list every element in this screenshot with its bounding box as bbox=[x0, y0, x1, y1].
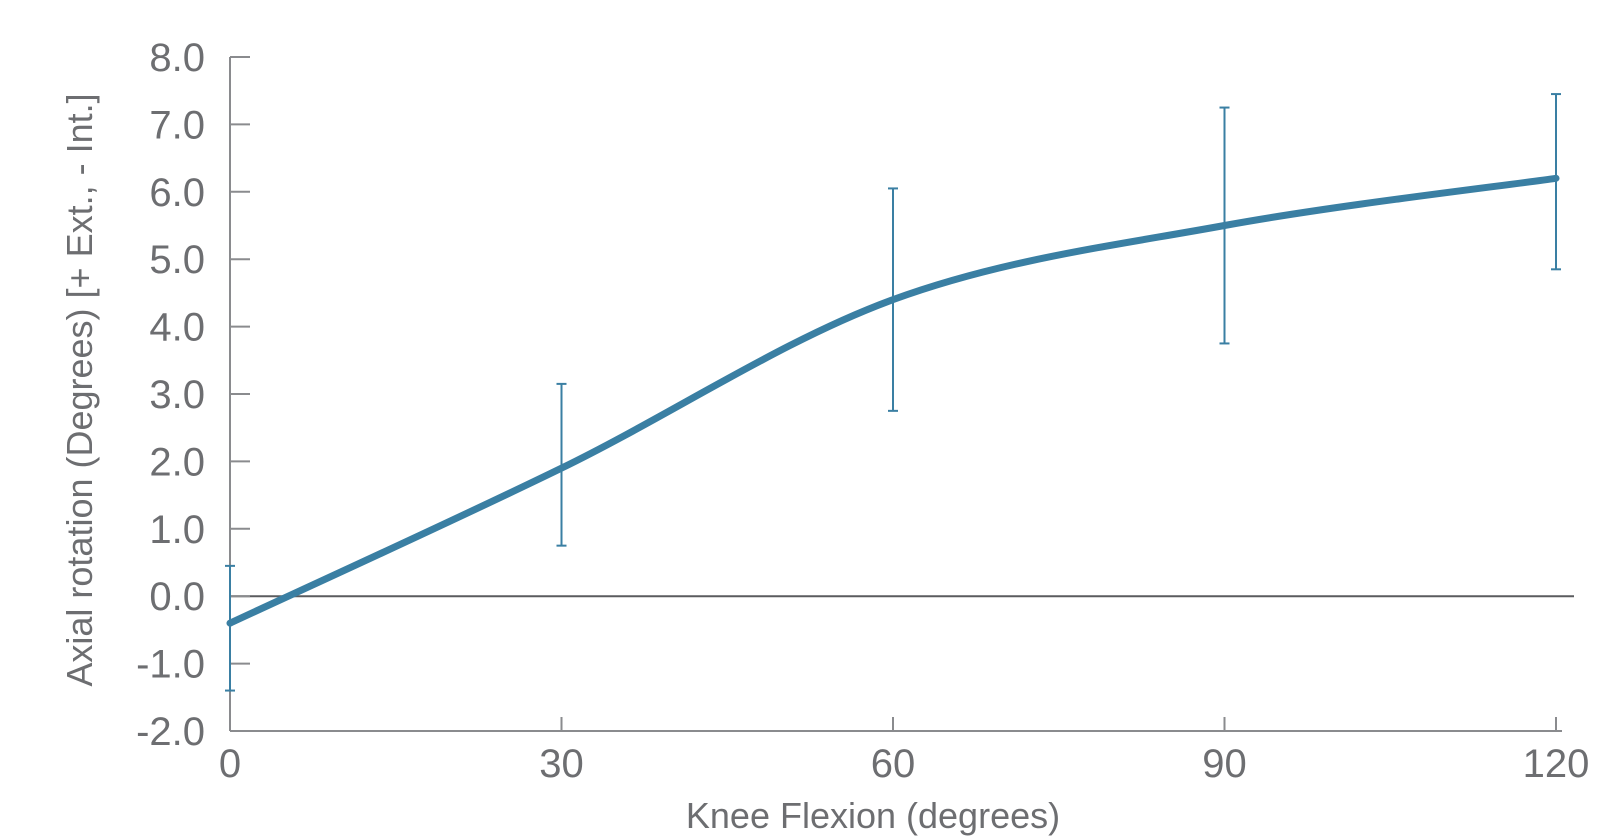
data-point bbox=[892, 299, 894, 301]
y-axis-title: Axial rotation (Degrees) [+ Ext., - Int.… bbox=[59, 93, 100, 686]
data-point bbox=[561, 467, 562, 469]
y-tick-label: 5.0 bbox=[149, 238, 205, 282]
labels: Knee Flexion (degrees) Axial rotation (D… bbox=[59, 93, 1060, 836]
x-tick-label: 0 bbox=[219, 742, 241, 786]
data-point bbox=[1555, 177, 1557, 179]
y-tick-label: 1.0 bbox=[149, 508, 205, 552]
x-tick-label: 120 bbox=[1523, 742, 1590, 786]
y-tick-label: -1.0 bbox=[136, 643, 205, 687]
y-tick-label: 3.0 bbox=[149, 373, 205, 417]
x-axis-title: Knee Flexion (degrees) bbox=[686, 795, 1060, 836]
y-tick-label: 0.0 bbox=[149, 575, 205, 619]
axes: -2.0 -1.0 0.0 1.0 2.0 3.0 4.0 5.0 6.0 7.0 8.0 0 30 60… bbox=[136, 36, 1589, 786]
y-tick-label: 7.0 bbox=[149, 103, 205, 147]
x-tick-label: 30 bbox=[539, 742, 584, 786]
error-bars bbox=[225, 93, 1561, 692]
y-tick-label: 4.0 bbox=[149, 306, 205, 350]
data-point bbox=[229, 622, 231, 624]
series bbox=[226, 174, 1560, 627]
x-tick-label: 90 bbox=[1202, 742, 1247, 786]
y-tick-label: 2.0 bbox=[149, 440, 205, 484]
x-tick-label: 60 bbox=[871, 742, 916, 786]
y-tick-label: 6.0 bbox=[149, 171, 205, 215]
data-point bbox=[1224, 225, 1225, 226]
y-tick-label: -2.0 bbox=[136, 710, 205, 754]
y-tick-label: 8.0 bbox=[149, 36, 205, 80]
